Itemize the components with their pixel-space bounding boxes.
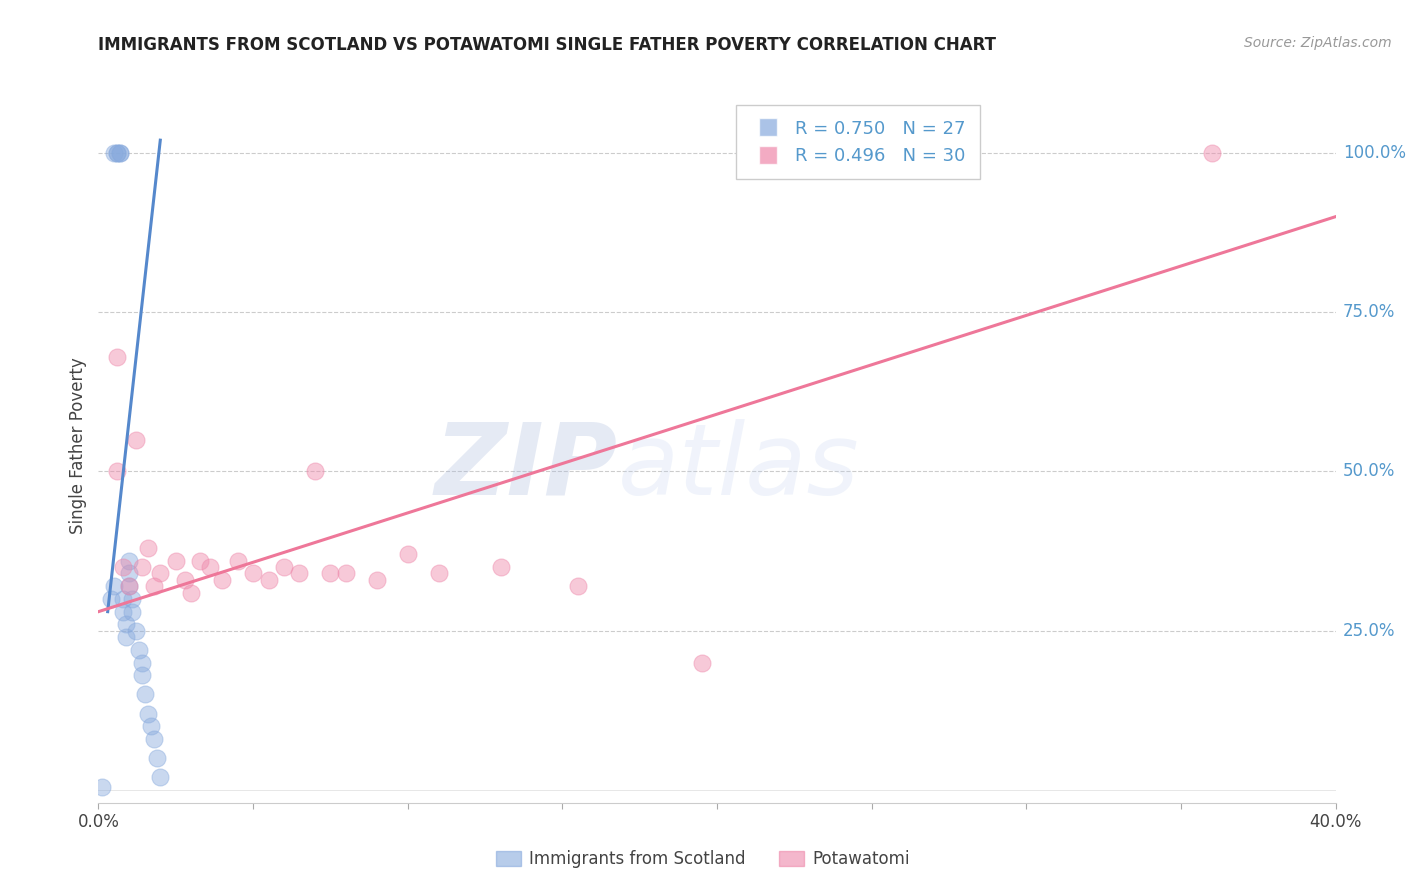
Point (105, 145, 128, 160)
Point (118, 579, 141, 593)
Point (90, 780, 112, 794)
Text: 25.0%: 25.0% (1343, 622, 1395, 640)
Text: Source: ZipAtlas.com: Source: ZipAtlas.com (1244, 36, 1392, 50)
Point (105, 465, 128, 479)
Text: 75.0%: 75.0% (1343, 303, 1395, 321)
Point (165, 554, 187, 568)
Point (124, 624, 146, 638)
Point (139, 719, 162, 733)
Point (124, 433, 146, 447)
Text: IMMIGRANTS FROM SCOTLAND VS POTAWATOMI SINGLE FATHER POVERTY CORRELATION CHART: IMMIGRANTS FROM SCOTLAND VS POTAWATOMI S… (98, 36, 997, 54)
Point (180, 585, 202, 599)
Point (288, 566, 311, 581)
Point (131, 656, 153, 670)
Point (118, 579, 141, 593)
Point (112, 605, 135, 619)
Point (136, 541, 159, 555)
Point (112, 560, 135, 574)
Point (427, 566, 450, 581)
Text: atlas: atlas (619, 419, 859, 516)
Point (136, 706, 159, 721)
Point (143, 579, 166, 593)
Point (211, 573, 233, 587)
Point (366, 573, 388, 587)
Point (226, 554, 249, 568)
Point (108, 145, 131, 160)
Point (128, 643, 150, 657)
Text: ZIP: ZIP (434, 419, 619, 516)
Point (131, 560, 153, 574)
Point (118, 554, 141, 568)
Point (100, 591, 122, 606)
Legend: R = 0.750   N = 27, R = 0.496   N = 30: R = 0.750 N = 27, R = 0.496 N = 30 (735, 105, 980, 179)
Point (174, 573, 197, 587)
Point (273, 560, 295, 574)
Point (149, 770, 172, 784)
Point (121, 605, 143, 619)
Text: 50.0%: 50.0% (1343, 462, 1395, 481)
Point (146, 751, 169, 765)
Point (319, 566, 342, 581)
Y-axis label: Single Father Poverty: Single Father Poverty (69, 358, 87, 534)
Point (1201, 145, 1223, 160)
Point (396, 547, 419, 561)
Point (118, 566, 141, 581)
Point (149, 566, 172, 581)
Legend: Immigrants from Scotland, Potawatomi: Immigrants from Scotland, Potawatomi (489, 844, 917, 875)
Point (112, 591, 135, 606)
Point (103, 579, 125, 593)
Point (198, 560, 221, 574)
Point (690, 656, 713, 670)
Point (103, 145, 125, 160)
Point (335, 566, 357, 581)
Point (105, 145, 128, 160)
Point (143, 732, 166, 747)
Point (304, 465, 326, 479)
Point (131, 668, 153, 682)
Point (257, 573, 280, 587)
Point (115, 617, 138, 632)
Point (121, 591, 143, 606)
Point (134, 688, 156, 702)
Text: 100.0%: 100.0% (1343, 144, 1406, 162)
Point (108, 145, 131, 160)
Point (489, 560, 512, 574)
Point (567, 579, 589, 593)
Point (242, 566, 264, 581)
Point (190, 554, 212, 568)
Point (105, 350, 128, 364)
Point (115, 630, 138, 644)
